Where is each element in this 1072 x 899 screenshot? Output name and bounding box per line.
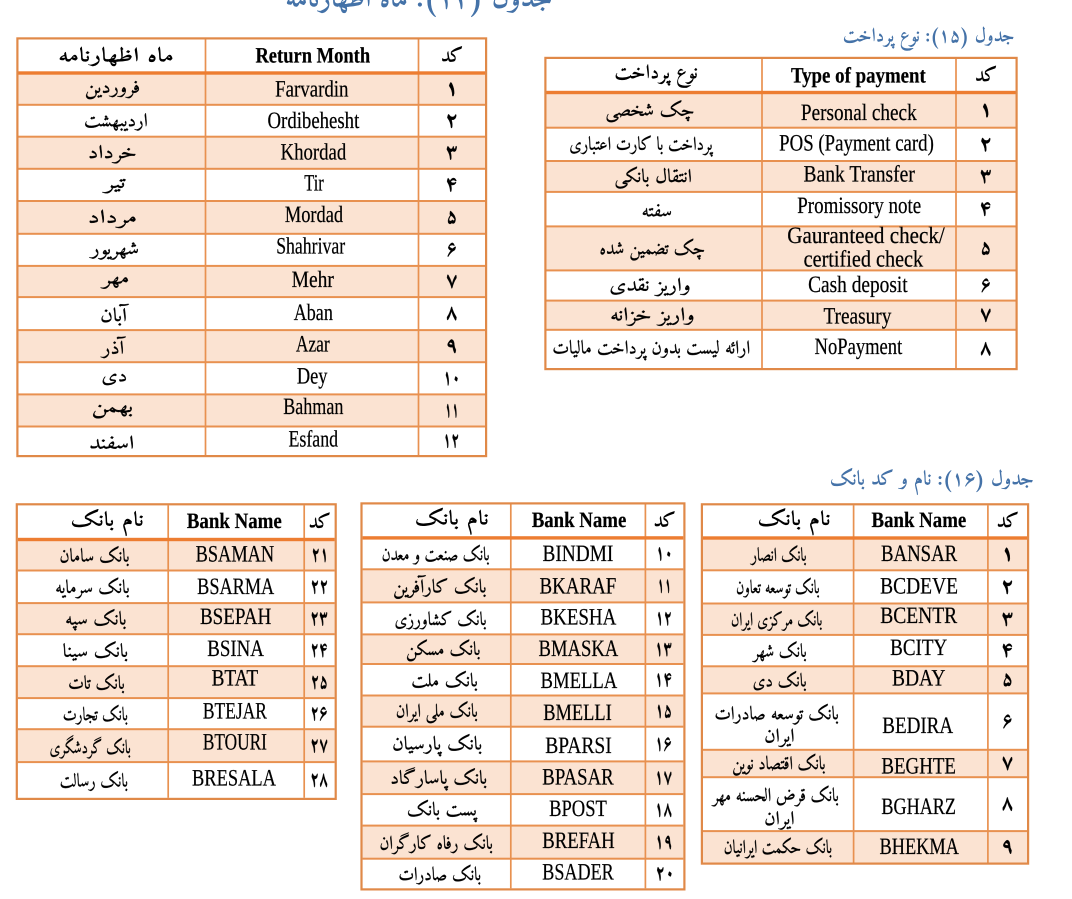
svg-text:BTEJAR: BTEJAR (203, 698, 267, 724)
svg-text:BINDMI: BINDMI (543, 541, 614, 567)
svg-text:BSINA: BSINA (207, 636, 264, 662)
svg-text:BPASAR: BPASAR (542, 764, 614, 790)
svg-text:BPOST: BPOST (549, 796, 607, 822)
svg-text:BCENTR: BCENTR (880, 603, 957, 629)
svg-text:Khordad: Khordad (281, 139, 347, 165)
svg-text:BREFAH: BREFAH (542, 828, 614, 854)
svg-text:BANSAR: BANSAR (881, 541, 957, 567)
svg-text:BSAMAN: BSAMAN (196, 541, 275, 567)
svg-text:Esfand: Esfand (288, 427, 338, 453)
svg-text:BKARAF: BKARAF (540, 574, 617, 600)
svg-text:Mordad: Mordad (285, 202, 343, 228)
svg-text:POS (Payment card): POS (Payment card) (779, 131, 934, 157)
svg-text:Bank Name: Bank Name (532, 507, 627, 532)
svg-text:BMELLA: BMELLA (541, 668, 618, 694)
svg-text:certified check: certified check (804, 246, 924, 272)
svg-text:Dey: Dey (297, 363, 328, 389)
svg-text:BEGHTE: BEGHTE (881, 753, 956, 779)
svg-text:BMASKA: BMASKA (539, 636, 619, 662)
svg-text:BEDIRA: BEDIRA (882, 713, 953, 739)
svg-text:Bank Name: Bank Name (872, 507, 967, 532)
svg-text:BSARMA: BSARMA (197, 574, 274, 600)
svg-text:BTAT: BTAT (212, 666, 259, 692)
svg-text:Mehr: Mehr (292, 267, 334, 293)
svg-text:BPARSI: BPARSI (545, 733, 612, 759)
svg-text:Bank Name: Bank Name (187, 508, 282, 533)
svg-text:Cash deposit: Cash deposit (808, 272, 908, 298)
svg-text:Treasury: Treasury (823, 304, 891, 330)
svg-text:Tir: Tir (304, 171, 324, 197)
svg-text:Ordibehesht: Ordibehesht (268, 108, 360, 134)
svg-text:Promissory note: Promissory note (797, 193, 921, 219)
svg-text:BGHARZ: BGHARZ (881, 794, 956, 820)
svg-text:Farvardin: Farvardin (275, 77, 349, 103)
svg-text:Aban: Aban (294, 300, 333, 326)
svg-text:BDAY: BDAY (892, 666, 946, 692)
svg-text:BSEPAH: BSEPAH (200, 604, 271, 630)
svg-text:BHEKMA: BHEKMA (880, 834, 959, 860)
svg-text:BMELLI: BMELLI (543, 700, 612, 726)
svg-text:BCDEVE: BCDEVE (880, 573, 958, 599)
svg-text:Bahman: Bahman (283, 394, 343, 420)
svg-text:Personal check: Personal check (801, 100, 917, 126)
svg-text:Gauranteed check/: Gauranteed check/ (787, 223, 945, 249)
svg-text:Bank Transfer: Bank Transfer (804, 161, 915, 187)
svg-text:Type of payment: Type of payment (791, 62, 926, 87)
svg-text:Shahrivar: Shahrivar (276, 233, 345, 259)
svg-text:BKESHA: BKESHA (541, 605, 617, 631)
svg-text:BCITY: BCITY (890, 635, 947, 661)
svg-text:Azar: Azar (296, 332, 330, 358)
svg-text:NoPayment: NoPayment (815, 334, 903, 360)
svg-text:BRESALA: BRESALA (192, 765, 276, 791)
svg-text:BTOURI: BTOURI (203, 730, 267, 756)
svg-text:BSADER: BSADER (542, 859, 614, 885)
svg-text:Return Month: Return Month (255, 43, 370, 68)
